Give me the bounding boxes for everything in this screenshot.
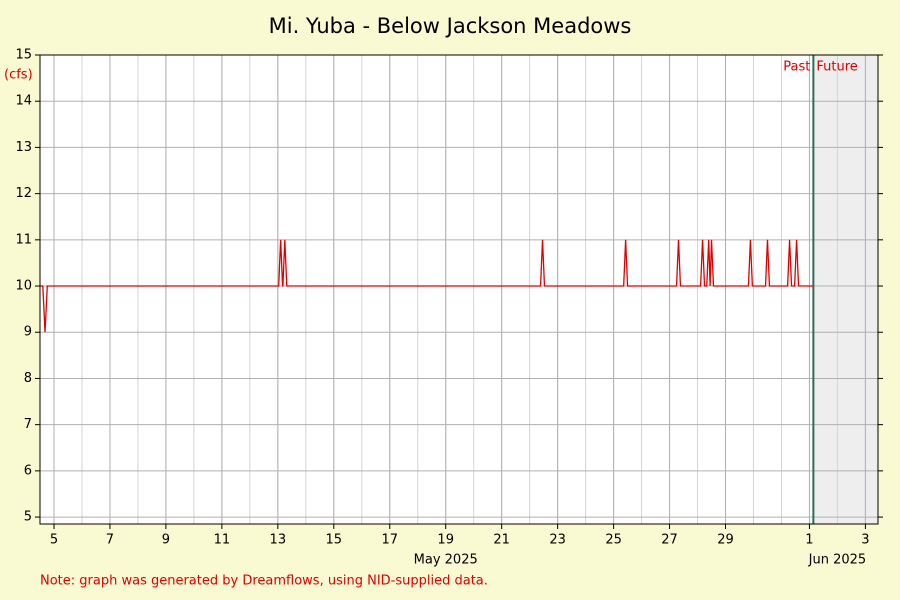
y-tick-label: 10 bbox=[15, 279, 32, 294]
y-tick-label: 14 bbox=[15, 94, 32, 109]
x-tick-label: 25 bbox=[605, 533, 622, 548]
future-label: Future bbox=[816, 60, 857, 75]
future-region bbox=[813, 55, 878, 524]
y-tick-label: 9 bbox=[24, 325, 32, 340]
month-label: May 2025 bbox=[414, 553, 478, 568]
note: Note: graph was generated by Dreamflows,… bbox=[40, 574, 488, 589]
x-tick-label: 3 bbox=[861, 533, 869, 548]
y-tick-label: 7 bbox=[24, 417, 32, 432]
plot-area bbox=[40, 55, 878, 524]
past-label: Past bbox=[783, 60, 810, 75]
y-tick-label: 11 bbox=[15, 232, 32, 247]
data-line bbox=[40, 239, 814, 333]
x-tick-label: 29 bbox=[717, 533, 734, 548]
x-tick-label: 5 bbox=[50, 533, 58, 548]
x-tick-label: 7 bbox=[106, 533, 114, 548]
chart-title: Mi. Yuba - Below Jackson Meadows bbox=[269, 14, 632, 38]
x-tick-label: 1 bbox=[805, 533, 813, 548]
y-tick-label: 6 bbox=[24, 463, 32, 478]
month-label: Jun 2025 bbox=[808, 553, 867, 568]
y-tick-label: 15 bbox=[15, 48, 32, 63]
x-tick-label: 17 bbox=[381, 533, 398, 548]
y-axis-label: (cfs) bbox=[4, 68, 33, 83]
x-tick-label: 11 bbox=[214, 533, 231, 548]
y-tick-label: 13 bbox=[15, 140, 32, 155]
x-tick-label: 27 bbox=[661, 533, 678, 548]
x-tick-label: 19 bbox=[437, 533, 454, 548]
plot-border bbox=[39, 54, 879, 525]
x-tick-label: 15 bbox=[326, 533, 343, 548]
y-tick-label: 8 bbox=[24, 371, 32, 386]
y-tick-label: 5 bbox=[24, 510, 32, 525]
y-tick-label: 12 bbox=[15, 186, 32, 201]
x-tick-label: 21 bbox=[493, 533, 510, 548]
x-tick-label: 13 bbox=[270, 533, 287, 548]
x-tick-label: 23 bbox=[549, 533, 566, 548]
x-tick-label: 9 bbox=[162, 533, 170, 548]
